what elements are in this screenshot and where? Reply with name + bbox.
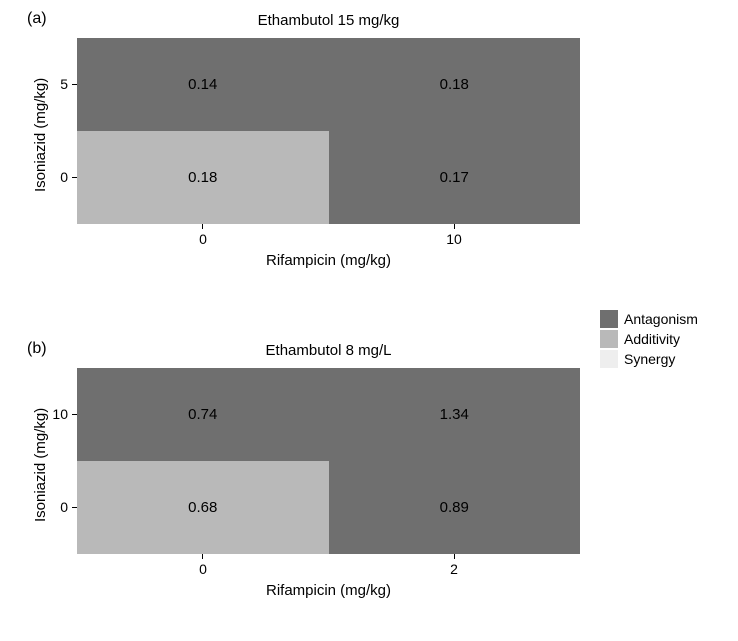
tick-mark (202, 224, 203, 229)
panel-a-xlabel: Rifampicin (mg/kg) (77, 252, 580, 269)
legend-label: Antagonism (624, 311, 698, 327)
heatmap-cell: 0.74 (77, 368, 329, 461)
legend: Antagonism Additivity Synergy (600, 310, 698, 370)
heatmap-cell: 0.68 (77, 461, 329, 554)
tick-mark (72, 177, 77, 178)
panel-a-heatmap: 0.140.180.180.17 (77, 38, 580, 224)
legend-item: Antagonism (600, 310, 698, 328)
tick-mark (454, 554, 455, 559)
panel-b-label: (b) (27, 340, 47, 358)
panel-b-xtick-1: 2 (434, 561, 474, 577)
legend-label: Synergy (624, 351, 675, 367)
tick-mark (72, 414, 77, 415)
tick-mark (202, 554, 203, 559)
panel-a-ylabel: Isoniazid (mg/kg) (32, 78, 49, 192)
heatmap-cell: 1.34 (329, 368, 581, 461)
figure: (a) Ethambutol 15 mg/kg 0.140.180.180.17… (0, 0, 738, 641)
heatmap-cell: 0.18 (77, 131, 329, 224)
legend-swatch (600, 330, 618, 348)
panel-b-title: Ethambutol 8 mg/L (77, 342, 580, 359)
heatmap-cell: 0.14 (77, 38, 329, 131)
panel-b-xlabel: Rifampicin (mg/kg) (77, 582, 580, 599)
legend-swatch (600, 310, 618, 328)
panel-b-xtick-0: 0 (183, 561, 223, 577)
legend-item: Additivity (600, 330, 698, 348)
panel-b-ylabel: Isoniazid (mg/kg) (32, 408, 49, 522)
tick-mark (454, 224, 455, 229)
panel-a-xtick-0: 0 (183, 231, 223, 247)
legend-label: Additivity (624, 331, 680, 347)
heatmap-cell: 0.17 (329, 131, 581, 224)
heatmap-cell: 0.18 (329, 38, 581, 131)
panel-a-xtick-1: 10 (434, 231, 474, 247)
panel-a-label: (a) (27, 10, 47, 28)
heatmap-cell: 0.89 (329, 461, 581, 554)
tick-mark (72, 84, 77, 85)
panel-b-heatmap: 0.741.340.680.89 (77, 368, 580, 554)
legend-swatch (600, 350, 618, 368)
legend-item: Synergy (600, 350, 698, 368)
panel-a-title: Ethambutol 15 mg/kg (77, 12, 580, 29)
tick-mark (72, 507, 77, 508)
